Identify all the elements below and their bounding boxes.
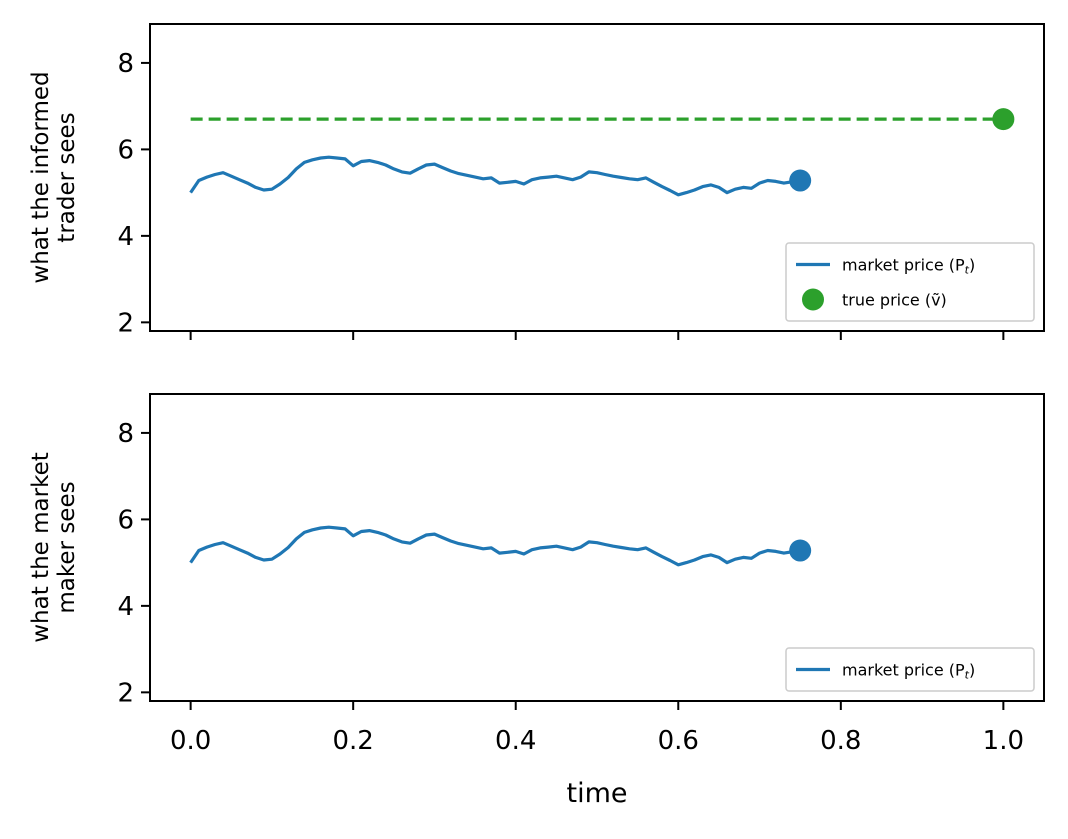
panel-bottom-group: 2 4 6 8 0.0 0.2 0.4 0.6 0.8 1.0 what the market mak… bbox=[28, 393, 1045, 809]
panel-top-legend-marker-swatch bbox=[802, 288, 824, 311]
panel-top-legend-label-text: market price (P bbox=[842, 256, 965, 275]
panel-top-ytick-label: 8 bbox=[117, 49, 134, 79]
panel-bottom-ytick-label: 8 bbox=[117, 419, 134, 449]
panel-bottom-ytick-label: 2 bbox=[117, 678, 134, 708]
panel-top-legend-label-sub: t bbox=[965, 264, 970, 277]
panel-bottom-legend-label-text: market price (P bbox=[842, 661, 965, 680]
panel-bottom-xtick-label: 0.4 bbox=[495, 726, 536, 756]
panel-bottom-legend-label-sub: t bbox=[965, 669, 970, 682]
panel-top-legend-label: true price (ṽ) bbox=[842, 291, 947, 310]
panel-bottom-xtick-label: 0.8 bbox=[820, 726, 861, 756]
panel-bottom-legend-box bbox=[785, 647, 1035, 692]
panel-top-legend-label-close: ) bbox=[969, 256, 975, 275]
panel-bottom-xtick-label: 1.0 bbox=[983, 726, 1024, 756]
panel-top-market-price-line bbox=[189, 155, 801, 197]
panel-bottom-legend-label: market price (Pt) bbox=[842, 661, 975, 682]
panel-bottom-ylabel-line: what the market bbox=[28, 452, 54, 643]
panel-top-market-price-end-point bbox=[789, 169, 812, 192]
panel-top-ylabel-line: trader sees bbox=[54, 112, 80, 242]
panel-bottom-axes-frame bbox=[149, 393, 1045, 702]
panel-bottom-ytick-label: 4 bbox=[117, 592, 134, 622]
panel-top-ytick-label: 6 bbox=[117, 135, 134, 165]
panel-bottom-xtick-label: 0.0 bbox=[170, 726, 211, 756]
panel-top-legend-box bbox=[785, 242, 1035, 322]
panel-bottom-legend-label-close: ) bbox=[969, 661, 975, 680]
panel-bottom-xtick-label: 0.2 bbox=[333, 726, 374, 756]
panel-top-true-price-point bbox=[992, 108, 1015, 131]
panel-bottom-xtick-label: 0.6 bbox=[658, 726, 699, 756]
panel-bottom-market-price-end-point bbox=[789, 539, 812, 562]
panel-bottom-market-price-line bbox=[189, 525, 801, 567]
panel-top-axes-frame bbox=[149, 23, 1045, 332]
panel-bottom-ytick-label: 6 bbox=[117, 505, 134, 535]
panel-top-ylabel-line: what the informed bbox=[28, 71, 54, 283]
panel-bottom-xlabel: time bbox=[566, 778, 627, 809]
panel-top-legend-label: market price (Pt) bbox=[842, 256, 975, 277]
panel-top-ytick-label: 4 bbox=[117, 222, 134, 252]
panel-top-ytick-label: 2 bbox=[117, 308, 134, 338]
panel-top-legend-label-text: true price (ṽ) bbox=[842, 291, 947, 310]
panel-bottom-ylabel-line: maker sees bbox=[54, 481, 80, 613]
panel-top-group: 2 4 6 8 what the informed trader sees market p… bbox=[28, 23, 1045, 340]
